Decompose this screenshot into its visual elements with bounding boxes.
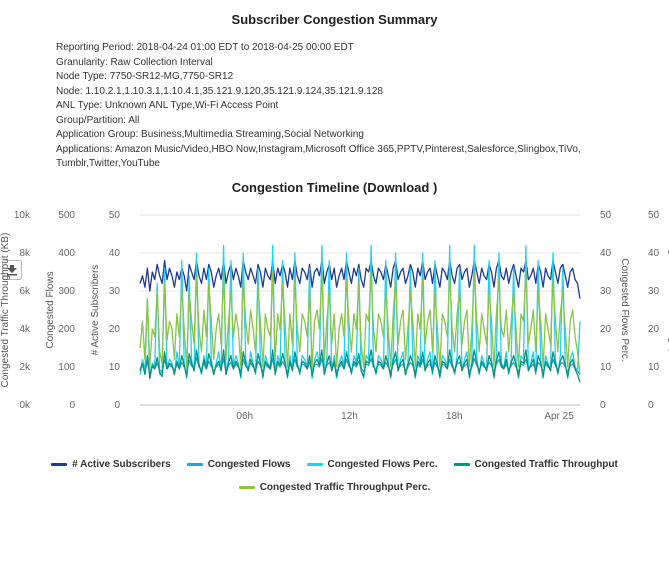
svg-text:10k: 10k bbox=[14, 210, 31, 221]
svg-text:2k: 2k bbox=[19, 362, 31, 373]
svg-text:50: 50 bbox=[648, 210, 660, 221]
svg-text:06h: 06h bbox=[236, 411, 253, 422]
svg-text:100: 100 bbox=[58, 362, 75, 373]
svg-text:6k: 6k bbox=[19, 286, 31, 297]
report-metadata: Reporting Period: 2018-04-24 01:00 EDT t… bbox=[0, 27, 616, 172]
svg-text:40: 40 bbox=[600, 248, 612, 259]
svg-text:20: 20 bbox=[600, 324, 612, 335]
svg-text:40: 40 bbox=[109, 248, 121, 259]
congestion-timeline-chart: 0k 2k 4k 6k 8k 10kCongested Traffic Throughpu… bbox=[0, 195, 669, 455]
chart-title: Congestion Timeline (Download ) bbox=[0, 172, 669, 195]
svg-text:0k: 0k bbox=[19, 400, 31, 411]
legend-label: Congested Traffic Throughput Perc. bbox=[260, 482, 431, 493]
svg-text:# Active Subscribers: # Active Subscribers bbox=[90, 264, 101, 355]
meta-row: Granularity: Raw Collection Interval bbox=[56, 56, 616, 71]
svg-text:30: 30 bbox=[600, 286, 612, 297]
svg-text:10: 10 bbox=[109, 362, 121, 373]
meta-row: Reporting Period: 2018-04-24 01:00 EDT t… bbox=[56, 41, 616, 56]
svg-text:Congested Traffic Throughput (: Congested Traffic Throughput (KB) bbox=[0, 232, 11, 387]
svg-text:Congested Flows: Congested Flows bbox=[45, 271, 56, 348]
svg-text:12h: 12h bbox=[341, 411, 358, 422]
legend-label: # Active Subscribers bbox=[72, 459, 171, 470]
svg-text:Congested Flows Perc.: Congested Flows Perc. bbox=[619, 258, 630, 361]
meta-row: Application Group: Business,Multimedia S… bbox=[56, 128, 616, 143]
svg-text:20: 20 bbox=[648, 324, 660, 335]
meta-row: ANL Type: Unknown ANL Type,Wi-Fi Access … bbox=[56, 99, 616, 114]
svg-text:300: 300 bbox=[58, 286, 75, 297]
page-title: Subscriber Congestion Summary bbox=[0, 0, 669, 27]
chart-legend: # Active Subscribers Congested Flows Conge… bbox=[0, 455, 669, 493]
svg-text:200: 200 bbox=[58, 324, 75, 335]
legend-item[interactable]: Congested Traffic Throughput Perc. bbox=[239, 482, 431, 493]
svg-text:50: 50 bbox=[109, 210, 121, 221]
svg-text:30: 30 bbox=[109, 286, 121, 297]
meta-row: Node Type: 7750-SR12-MG,7750-SR12 bbox=[56, 70, 616, 85]
legend-swatch bbox=[239, 486, 255, 489]
svg-text:0: 0 bbox=[600, 400, 606, 411]
legend-item[interactable]: Congested Traffic Throughput bbox=[454, 459, 618, 470]
svg-text:Apr 25: Apr 25 bbox=[544, 411, 574, 422]
meta-row: Node: 1.10.2.1,1.10.3.1,1.10.4.1,35.121.… bbox=[56, 85, 616, 100]
svg-text:8k: 8k bbox=[19, 248, 31, 259]
svg-text:400: 400 bbox=[58, 248, 75, 259]
legend-swatch bbox=[307, 463, 323, 466]
legend-swatch bbox=[454, 463, 470, 466]
svg-text:30: 30 bbox=[648, 286, 660, 297]
report-container: { "title": "Subscriber Congestion Summar… bbox=[0, 0, 669, 563]
legend-item[interactable]: Congested Flows bbox=[187, 459, 291, 470]
legend-swatch bbox=[187, 463, 203, 466]
meta-row: Applications: Amazon Music/Video,HBO Now… bbox=[56, 143, 616, 172]
svg-text:40: 40 bbox=[648, 248, 660, 259]
legend-swatch bbox=[51, 463, 67, 466]
svg-text:18h: 18h bbox=[446, 411, 463, 422]
meta-row: Group/Partition: All bbox=[56, 114, 616, 129]
svg-text:0: 0 bbox=[648, 400, 654, 411]
legend-item[interactable]: Congested Flows Perc. bbox=[307, 459, 438, 470]
svg-text:500: 500 bbox=[58, 210, 75, 221]
svg-text:0: 0 bbox=[114, 400, 120, 411]
svg-text:0: 0 bbox=[69, 400, 75, 411]
svg-text:20: 20 bbox=[109, 324, 121, 335]
svg-text:10: 10 bbox=[600, 362, 612, 373]
svg-text:4k: 4k bbox=[19, 324, 31, 335]
legend-label: Congested Flows bbox=[208, 459, 291, 470]
svg-text:50: 50 bbox=[600, 210, 612, 221]
legend-label: Congested Flows Perc. bbox=[328, 459, 438, 470]
svg-text:10: 10 bbox=[648, 362, 660, 373]
legend-item[interactable]: # Active Subscribers bbox=[51, 459, 171, 470]
legend-label: Congested Traffic Throughput bbox=[475, 459, 618, 470]
